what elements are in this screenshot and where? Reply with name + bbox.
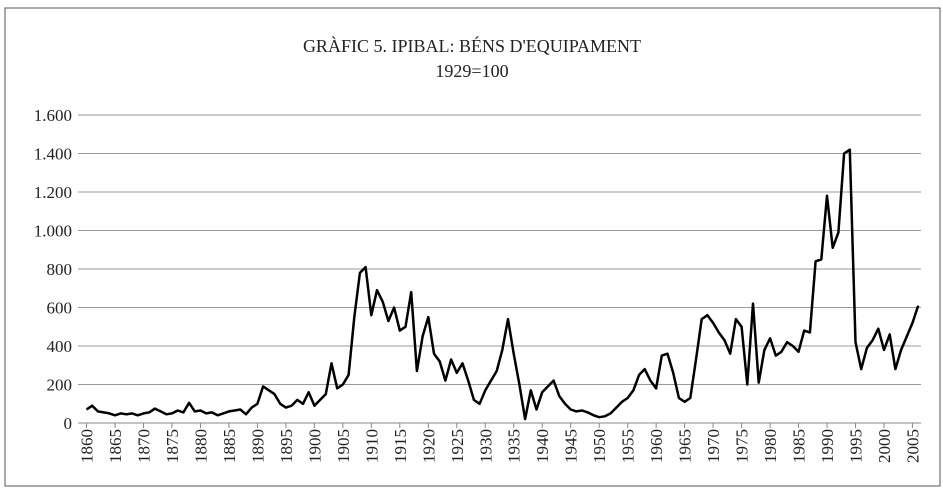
x-tick-label: 1985 [790, 429, 809, 463]
y-tick-label: 1.400 [34, 145, 72, 164]
y-tick-label: 600 [47, 299, 73, 318]
x-tick-label: 1960 [647, 429, 666, 463]
x-tick-label: 1895 [277, 429, 296, 463]
x-tick-label: 2000 [875, 429, 894, 463]
x-tick-label: 1910 [362, 429, 381, 463]
x-tick-label: 1870 [135, 429, 154, 463]
x-tick-label: 1865 [106, 429, 125, 463]
x-tick-label: 1925 [448, 429, 467, 463]
x-tick-label: 1940 [533, 429, 552, 463]
x-tick-label: 1875 [163, 429, 182, 463]
x-tick-label: 1915 [391, 429, 410, 463]
x-tick-label: 1990 [818, 429, 837, 463]
x-tick-label: 1995 [846, 429, 865, 463]
chart-title: GRÀFIC 5. IPIBAL: BÉNS D'EQUIPAMENT [303, 35, 641, 56]
x-tick-label: 1945 [562, 429, 581, 463]
x-tick-label: 1935 [505, 429, 524, 463]
x-tick-label: 1860 [78, 429, 97, 463]
x-tick-label: 1980 [761, 429, 780, 463]
y-tick-label: 400 [47, 337, 73, 356]
x-tick-label: 1930 [476, 429, 495, 463]
x-tick-label: 1905 [334, 429, 353, 463]
x-tick-label: 1970 [704, 429, 723, 463]
x-tick-label: 1885 [220, 429, 239, 463]
data-line [85, 148, 920, 421]
x-tick-label: 2005 [903, 429, 922, 463]
y-tick-label: 800 [47, 260, 73, 279]
y-tick-label: 1.000 [34, 222, 72, 241]
x-tick-label: 1900 [305, 429, 324, 463]
y-tick-label: 1.600 [34, 106, 72, 125]
x-tick-label: 1880 [191, 429, 210, 463]
x-tick-label: 1965 [676, 429, 695, 463]
x-tick-label: 1950 [590, 429, 609, 463]
chart-frame [4, 7, 941, 487]
x-tick-label: 1975 [733, 429, 752, 463]
y-tick-label: 200 [47, 376, 73, 395]
x-tick-label: 1920 [419, 429, 438, 463]
y-tick-label: 0 [64, 414, 73, 433]
chart-subtitle: 1929=100 [435, 61, 508, 81]
x-tick-label: 1890 [248, 429, 267, 463]
x-tick-label: 1955 [619, 429, 638, 463]
y-tick-label: 1.200 [34, 183, 72, 202]
